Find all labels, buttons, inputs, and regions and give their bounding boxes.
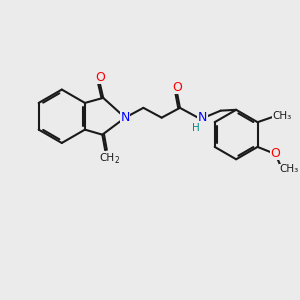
Text: N: N bbox=[198, 111, 207, 124]
Text: N: N bbox=[120, 111, 130, 124]
Text: CH: CH bbox=[100, 153, 115, 163]
Text: O: O bbox=[172, 80, 182, 94]
Text: CH₃: CH₃ bbox=[280, 164, 299, 174]
Text: O: O bbox=[95, 70, 105, 84]
Text: 2: 2 bbox=[115, 156, 119, 165]
Text: CH₃: CH₃ bbox=[273, 111, 292, 121]
Text: H: H bbox=[191, 122, 199, 133]
Text: O: O bbox=[270, 147, 280, 160]
